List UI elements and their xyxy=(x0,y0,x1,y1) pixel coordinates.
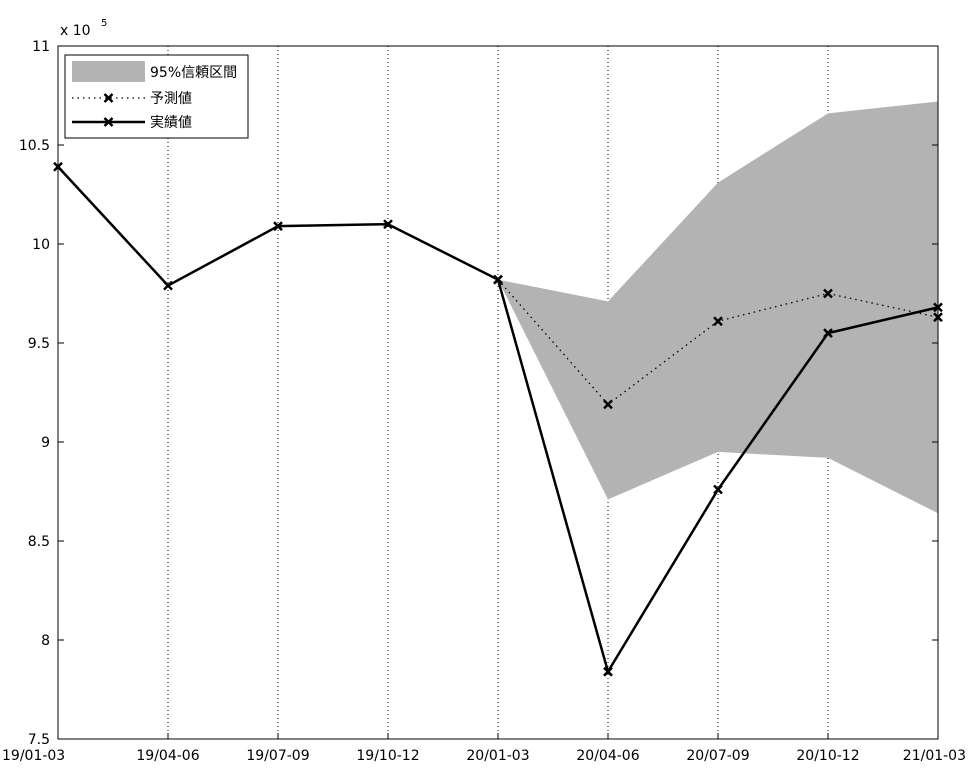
confidence-band xyxy=(498,101,938,514)
y-multiplier-base: x 10 xyxy=(60,23,91,39)
y-tick-label-4: 9.5 xyxy=(28,336,50,352)
point-actual-1-stroke-b xyxy=(163,280,173,291)
point-forecast-7 xyxy=(823,288,833,299)
x-tick-label-1: 19/04-06 xyxy=(136,748,199,764)
x-tick-label-5: 20/04-06 xyxy=(576,748,639,764)
point-actual-2 xyxy=(273,221,283,232)
point-actual-4 xyxy=(493,274,503,285)
x-tick-label-7: 20/10-12 xyxy=(796,748,859,764)
y-multiplier-exponent: 5 xyxy=(101,18,107,29)
y-tick-label-7: 11 xyxy=(32,39,50,55)
axis-ticks-layer: 7.5 8 8.5 9 9.5 10 10.5 11 19/01-03 19/04-06 19/07… xyxy=(2,39,966,764)
point-forecast-6-stroke-b xyxy=(713,316,723,327)
legend-forecast-x xyxy=(103,93,114,103)
point-actual-7-stroke-b xyxy=(823,328,833,338)
point-forecast-5 xyxy=(603,399,613,410)
legend-actual-x-stroke-b xyxy=(103,117,114,127)
legend: 95%信頼区間 予測値 実績値 xyxy=(64,54,249,139)
series-layer xyxy=(53,161,943,677)
point-actual-4-stroke-b xyxy=(493,274,503,285)
legend-actual-label: 実績値 xyxy=(150,115,192,131)
y-tick-label-3: 9 xyxy=(41,435,50,451)
series-line-forecast xyxy=(497,279,939,406)
legend-forecast-marker xyxy=(103,93,114,103)
legend-forecast-x-stroke-b xyxy=(103,93,114,103)
point-actual-3-stroke-b xyxy=(383,219,393,230)
legend-band-label: 95%信頼区間 xyxy=(150,65,237,81)
legend-actual-x xyxy=(103,117,114,127)
y-tick-label-5: 10 xyxy=(32,237,50,253)
legend-actual-marker xyxy=(103,117,114,127)
point-actual-1 xyxy=(163,280,173,291)
point-actual-6 xyxy=(713,484,723,495)
x-tick-label-0: 19/01-03 xyxy=(2,748,65,764)
x-tick-label-3: 19/10-12 xyxy=(356,748,419,764)
y-tick-label-6: 10.5 xyxy=(19,138,50,154)
y-axis-multiplier: x 10 5 xyxy=(60,18,107,39)
x-tick-label-2: 19/07-09 xyxy=(246,748,309,764)
x-tick-label-6: 20/07-09 xyxy=(686,748,749,764)
point-actual-3 xyxy=(383,219,393,230)
confidence-band-layer xyxy=(498,101,938,514)
point-actual-7 xyxy=(823,328,833,338)
y-tick-label-0: 7.5 xyxy=(28,732,50,748)
x-tick-label-8: 21/01-03 xyxy=(903,748,966,764)
y-tick-label-1: 8 xyxy=(41,633,50,649)
legend-forecast-label: 予測値 xyxy=(150,91,192,107)
point-actual-2-stroke-b xyxy=(273,221,283,232)
y-tick-label-2: 8.5 xyxy=(28,534,50,550)
x-tick-label-4: 20/01-03 xyxy=(466,748,529,764)
point-actual-5 xyxy=(603,666,613,677)
point-forecast-6 xyxy=(713,316,723,327)
legend-band-swatch xyxy=(72,61,145,82)
point-actual-6-stroke-b xyxy=(713,484,723,495)
point-actual-5-stroke-b xyxy=(603,666,613,677)
point-forecast-5-stroke-b xyxy=(603,399,613,410)
point-forecast-7-stroke-b xyxy=(823,288,833,299)
